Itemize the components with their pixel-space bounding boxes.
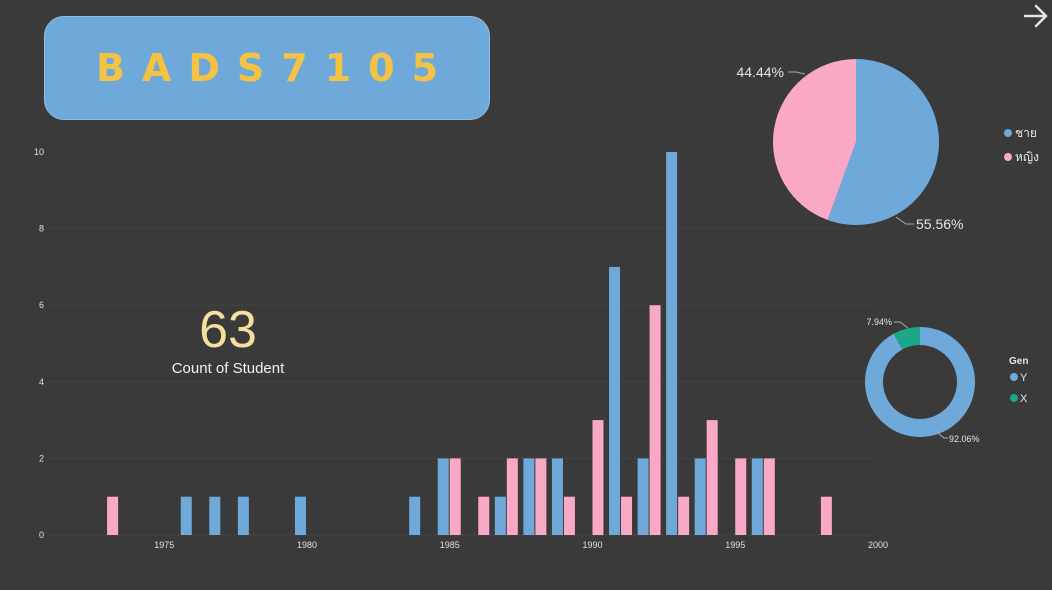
legend-marker bbox=[1004, 129, 1012, 137]
bar bbox=[666, 152, 678, 535]
bar bbox=[535, 458, 547, 535]
bar bbox=[494, 496, 506, 535]
x-tick-label: 1980 bbox=[297, 540, 317, 550]
student-count-card: 63 Count of Student bbox=[150, 300, 306, 377]
title-banner: BADS7105 bbox=[44, 16, 490, 120]
legend-label: ชาย bbox=[1015, 126, 1037, 140]
bar bbox=[551, 458, 563, 535]
bar bbox=[649, 305, 661, 535]
bar bbox=[523, 458, 535, 535]
leader-line bbox=[937, 432, 948, 439]
bar bbox=[506, 458, 518, 535]
bar bbox=[294, 496, 306, 535]
y-tick-label: 6 bbox=[39, 300, 44, 310]
bar-x-ticks: 1975 1980 1985 1990 1995 2000 bbox=[154, 540, 888, 550]
student-count-label: Count of Student bbox=[171, 360, 285, 377]
pie-data-label: 44.44% bbox=[737, 64, 784, 80]
report-title: BADS7105 bbox=[95, 46, 456, 90]
bar bbox=[763, 458, 775, 535]
pie-data-labels: 55.56% 44.44% bbox=[737, 64, 964, 232]
bar bbox=[637, 458, 649, 535]
legend-label: Y bbox=[1020, 372, 1028, 384]
donut-data-label: 92.06% bbox=[949, 434, 980, 444]
donut-data-label: 7.94% bbox=[866, 317, 892, 327]
bar bbox=[437, 458, 449, 535]
bar bbox=[478, 496, 490, 535]
bar bbox=[180, 496, 192, 535]
donut-slice bbox=[865, 327, 975, 437]
pie-slice bbox=[827, 59, 939, 226]
bar bbox=[237, 496, 249, 535]
bar bbox=[751, 458, 763, 535]
x-tick-label: 1995 bbox=[725, 540, 745, 550]
leader-line bbox=[895, 216, 914, 225]
donut-legend: Gen YX bbox=[1009, 356, 1028, 405]
donut-slice bbox=[893, 327, 920, 350]
bar bbox=[621, 496, 633, 535]
bar-y-ticks: 0 2 4 6 8 10 bbox=[34, 147, 44, 540]
legend-marker bbox=[1010, 394, 1018, 402]
bar bbox=[694, 458, 706, 535]
leader-line bbox=[894, 321, 909, 329]
leader-line bbox=[788, 71, 806, 75]
bar bbox=[592, 420, 604, 535]
y-tick-label: 2 bbox=[39, 453, 44, 463]
legend-label: X bbox=[1020, 393, 1028, 405]
pie-slice bbox=[773, 59, 856, 220]
legend-title: Gen bbox=[1009, 356, 1028, 367]
bar bbox=[706, 420, 718, 535]
bar bbox=[678, 496, 690, 535]
bar bbox=[107, 496, 119, 535]
y-tick-label: 10 bbox=[34, 147, 44, 157]
x-tick-label: 1975 bbox=[154, 540, 174, 550]
back-arrow-icon[interactable] bbox=[1022, 2, 1050, 30]
pie-data-label: 55.56% bbox=[916, 216, 963, 232]
legend-marker bbox=[1004, 153, 1012, 161]
bar bbox=[609, 266, 621, 535]
bar bbox=[563, 496, 575, 535]
x-tick-label: 2000 bbox=[868, 540, 888, 550]
legend-marker bbox=[1010, 373, 1018, 381]
pie-slices bbox=[773, 59, 939, 226]
student-count-value: 63 bbox=[199, 301, 257, 359]
bar-bars bbox=[107, 152, 832, 535]
bar bbox=[409, 496, 421, 535]
bar bbox=[449, 458, 461, 535]
bar bbox=[735, 458, 747, 535]
donut-data-labels: 7.94% 92.06% bbox=[866, 317, 979, 444]
donut-slices bbox=[865, 327, 975, 437]
y-tick-label: 0 bbox=[39, 530, 44, 540]
y-tick-label: 8 bbox=[39, 224, 44, 234]
generation-donut-chart: 7.94% 92.06% Gen YX bbox=[865, 317, 1028, 444]
x-tick-label: 1990 bbox=[582, 540, 602, 550]
legend-label: หญิง bbox=[1015, 150, 1039, 164]
y-tick-label: 4 bbox=[39, 377, 44, 387]
bar bbox=[820, 496, 832, 535]
bar bbox=[209, 496, 221, 535]
x-tick-label: 1985 bbox=[440, 540, 460, 550]
